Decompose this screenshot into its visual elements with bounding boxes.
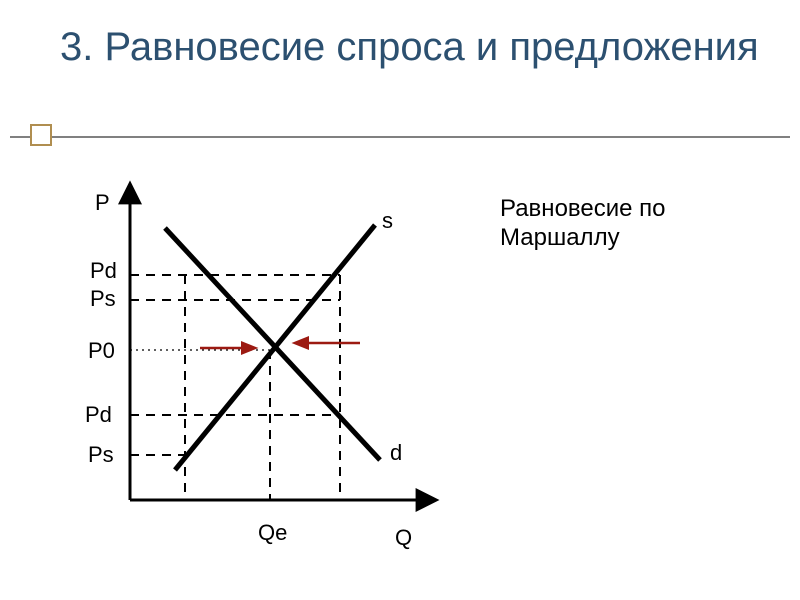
label-Pd-l: Pd [85, 402, 112, 427]
label-P: P [95, 190, 110, 215]
label-Q: Q [395, 525, 412, 550]
slide-title: 3. Равновесие спроса и предложения [60, 24, 759, 70]
label-Ps-u: Ps [90, 286, 116, 311]
label-s: s [382, 208, 393, 233]
caption-line-2: Маршаллу [500, 224, 620, 251]
chart-caption: Равновесие по Маршаллу [500, 195, 666, 253]
label-d: d [390, 440, 402, 465]
title-square-marker [30, 124, 52, 146]
caption-line-1: Равновесие по [500, 195, 666, 222]
label-P0: P0 [88, 338, 115, 363]
label-Ps-l: Ps [88, 442, 114, 467]
title-underline [10, 136, 790, 138]
equilibrium-chart: P Pd Ps P0 Pd Ps Qe Q s d [70, 170, 480, 570]
label-Qe: Qe [258, 520, 287, 545]
label-Pd-u: Pd [90, 258, 117, 283]
